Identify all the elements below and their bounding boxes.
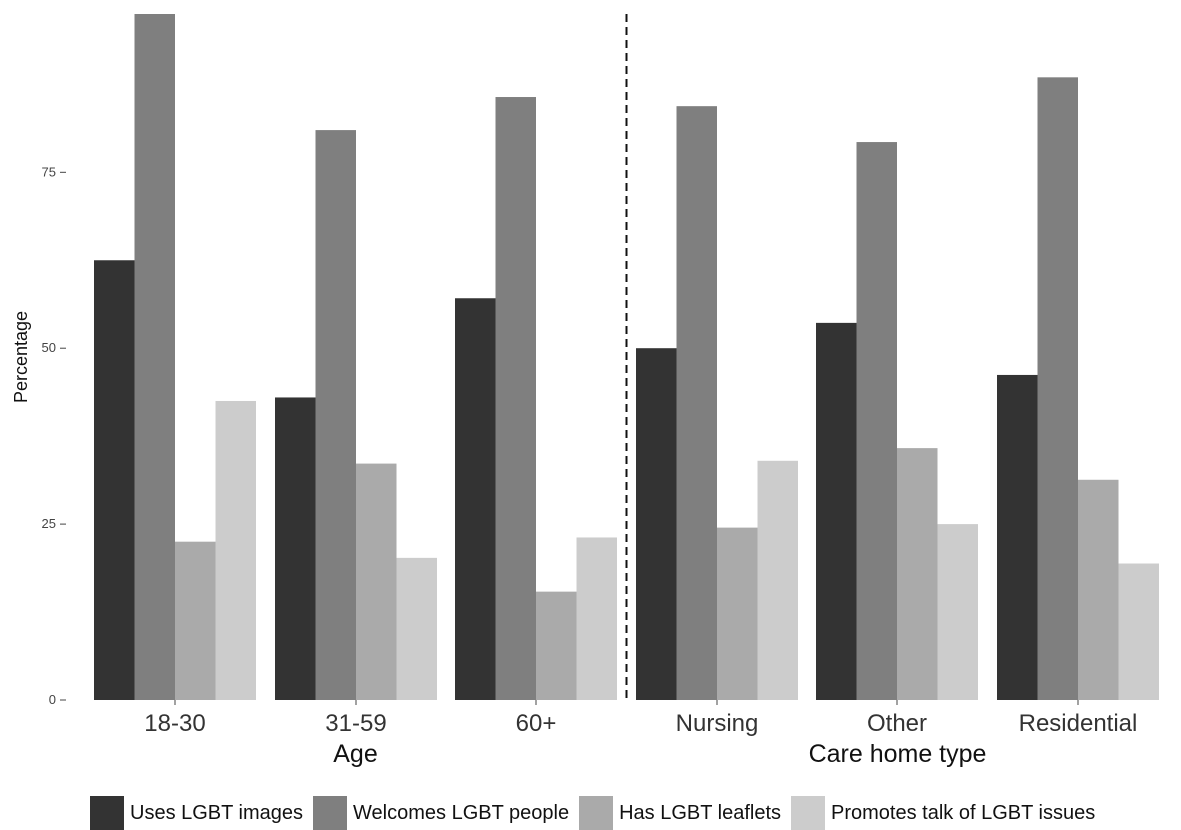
x-tick-label: Nursing [676,710,759,737]
bar-60--series-3 [536,591,577,700]
x-tick-label: 31-59 [325,710,386,737]
group-axis-title: Age [333,740,377,768]
bar-60--series-2 [495,97,536,701]
chart: 0 25 50 75 Percentage 18-30 31-59 60+ Nursing Oth… [11,14,1159,768]
x-tick-label: Other [867,710,927,737]
legend-item: Welcomes LGBT people [313,796,569,830]
y-tick-label: 0 [49,692,56,707]
bar-18-30-series-2 [134,14,175,700]
legend-swatch [791,796,826,830]
bar-residential-series-3 [1078,479,1119,700]
legend-label: Has LGBT leaflets [619,801,782,824]
bar-31-59-series-1 [275,397,316,700]
legend-swatch [579,796,614,830]
bar-residential-series-1 [997,374,1038,700]
legend-label: Welcomes LGBT people [353,801,570,824]
legend-item: Uses LGBT images [90,796,303,830]
bar-31-59-series-2 [315,130,356,701]
y-axis-title: Percentage [11,311,31,403]
bar-residential-series-2 [1037,77,1078,701]
legend-swatch [90,796,124,830]
legend: Uses LGBT images Welcomes LGBT people Has … [90,796,1181,830]
y-tick-label: 75 [42,164,56,179]
bar-60--series-1 [455,298,496,700]
bar-nursing-series-3 [717,527,758,700]
bar-18-30-series-1 [94,260,135,700]
bar-nursing-series-2 [676,106,717,700]
bar-nursing-series-1 [636,348,677,700]
bar-other-series-4 [937,524,978,700]
y-tick-label: 50 [42,340,56,355]
x-tick-label: 60+ [516,710,557,737]
bar-residential-series-4 [1118,563,1159,700]
bar-nursing-series-4 [757,460,798,700]
bar-other-series-2 [856,142,897,700]
legend-swatch [313,796,348,830]
bar-18-30-series-4 [215,400,256,700]
x-tick-label: 18-30 [144,710,205,737]
bar-other-series-1 [816,322,857,700]
bar-18-30-series-3 [175,541,216,700]
legend-item: Promotes talk of LGBT issues [791,796,1095,830]
bar-other-series-3 [897,448,938,700]
x-tick-label: Residential [1019,710,1138,737]
bar-31-59-series-3 [356,463,397,700]
y-tick-label: 25 [42,516,56,531]
bar-60--series-4 [576,537,617,700]
legend-label: Promotes talk of LGBT issues [831,801,1096,824]
group-axis-title: Care home type [809,740,987,768]
legend-item: Has LGBT leaflets [579,796,781,830]
bar-31-59-series-4 [396,557,437,700]
legend-label: Uses LGBT images [130,801,304,824]
